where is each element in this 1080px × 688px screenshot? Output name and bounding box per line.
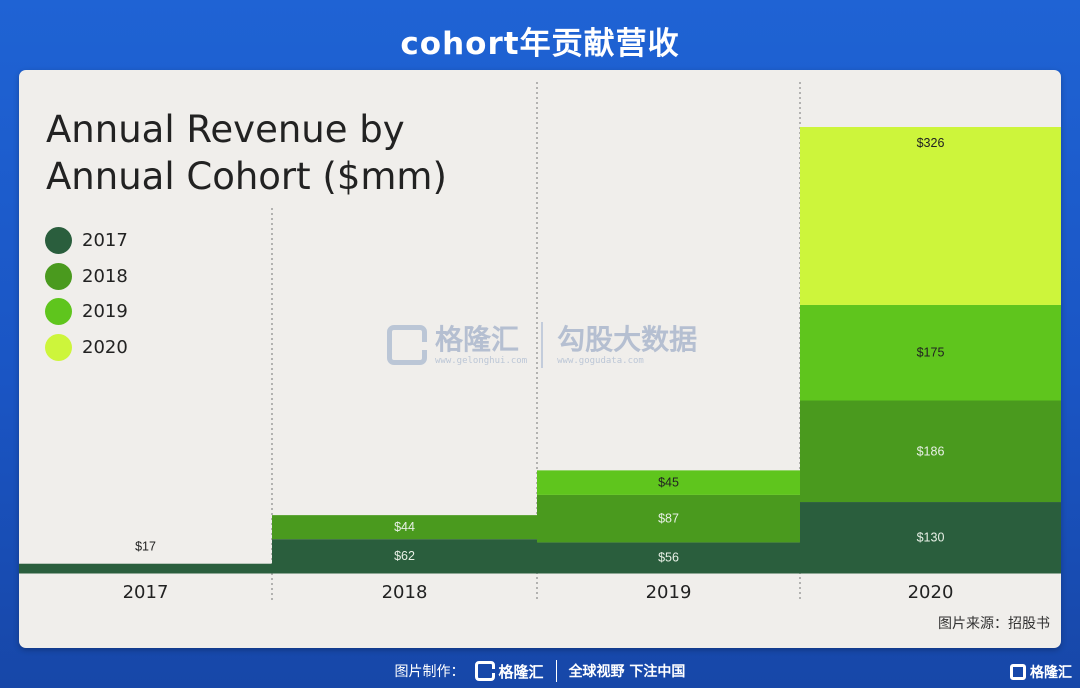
bar-segment-2017-2017 <box>19 563 272 573</box>
gelonghui-footer-icon <box>474 661 495 681</box>
x-tick-label-2020: 2020 <box>908 582 954 603</box>
data-label-2019-2019: $45 <box>658 476 679 490</box>
legend-swatch-2019 <box>45 298 72 326</box>
data-label-2020-2017: $130 <box>917 531 945 545</box>
data-label-2020-2018: $186 <box>917 444 945 458</box>
legend-swatch-2017 <box>45 227 72 255</box>
page-title: cohort年贡献营收 <box>400 26 680 62</box>
bar-segment-2020-2018 <box>800 400 1061 503</box>
bar-segment-2019-2017 <box>537 542 800 573</box>
source-caption: 图片来源：招股书 <box>938 616 1050 632</box>
legend-swatch-2018 <box>45 262 72 290</box>
gelonghui-corner-icon <box>1010 664 1026 680</box>
data-label-2017-2017: $17 <box>135 540 156 554</box>
footer: 图片制作： 格隆汇 全球视野 下注中国 <box>0 654 1080 688</box>
x-tick-label-2018: 2018 <box>382 582 428 603</box>
x-tick-label-2017: 2017 <box>123 582 169 603</box>
chart-title-line-2: Annual Cohort ($mm) <box>46 155 447 198</box>
legend-label-2018: 2018 <box>82 265 128 287</box>
footer-slogan: 全球视野 下注中国 <box>568 664 686 680</box>
chart-title-line-1: Annual Revenue by <box>46 108 405 151</box>
bar-segment-2019-2018 <box>537 494 800 543</box>
data-label-2019-2017: $56 <box>658 551 679 565</box>
footer-divider <box>555 660 557 682</box>
data-label-2019-2018: $87 <box>658 512 679 526</box>
data-label-2020-2020: $326 <box>917 136 945 150</box>
data-label-2020-2019: $175 <box>917 346 945 360</box>
data-label-2018-2018: $44 <box>394 520 415 534</box>
chart-panel: $17 $62 $44 $56 $87 $45 $130 $186 $175 $326 2017 20… <box>19 70 1061 648</box>
bar-segment-2020-2019 <box>800 304 1061 401</box>
legend-item-2020: 2020 <box>45 330 128 366</box>
bar-segment-2020-2020 <box>800 127 1061 305</box>
legend-item-2019: 2019 <box>45 294 128 330</box>
footer-label: 图片制作： <box>394 664 465 680</box>
footer-brand: 格隆汇 <box>498 662 544 681</box>
legend-label-2019: 2019 <box>82 301 128 323</box>
bar-segment-2020-2017 <box>800 502 1061 573</box>
bar-segment-2018-2018 <box>272 515 537 540</box>
footer-logo: 格隆汇 <box>474 661 544 682</box>
x-tick-label-2019: 2019 <box>646 582 692 603</box>
legend-label-2020: 2020 <box>82 336 128 358</box>
legend-item-2018: 2018 <box>45 259 128 295</box>
chart-legend: 2017 2018 2019 2020 <box>45 223 128 365</box>
data-label-2018-2017: $62 <box>394 549 415 563</box>
bar-segment-2019-2019 <box>537 470 800 495</box>
corner-logo-text: 格隆汇 <box>1030 665 1072 681</box>
corner-logo: 格隆汇 <box>1010 662 1072 682</box>
legend-label-2017: 2017 <box>82 230 128 252</box>
chart-title: Annual Revenue by Annual Cohort ($mm) <box>46 106 486 200</box>
legend-item-2017: 2017 <box>45 223 128 259</box>
legend-swatch-2020 <box>45 333 72 361</box>
bar-segment-2018-2017 <box>272 539 537 573</box>
